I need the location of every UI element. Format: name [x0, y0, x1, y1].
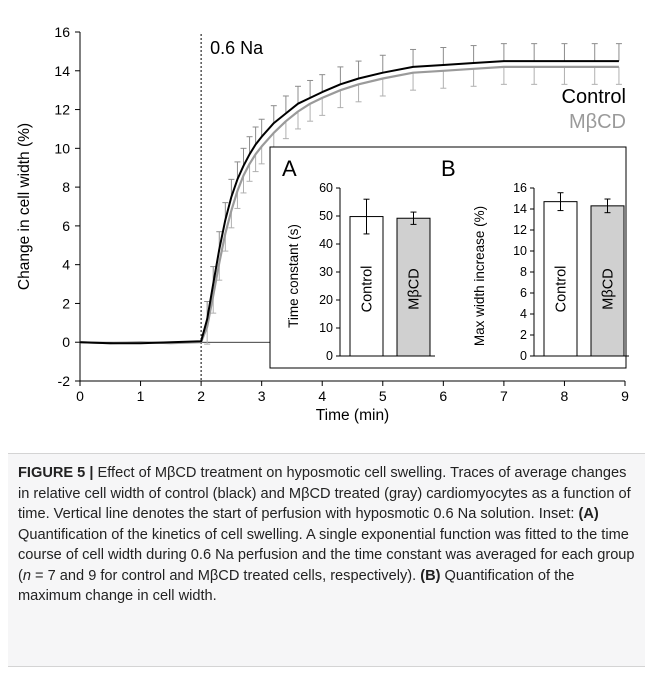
caption-text-4: Quantification of the maximum change in …	[18, 567, 575, 605]
legend-mbcd: MβCD	[569, 111, 626, 133]
inset-y-tick-label: 2	[520, 328, 527, 342]
inset-y-tick-label: 30	[319, 265, 333, 279]
inset-bar-control	[349, 216, 384, 357]
x-tick-label: 3	[258, 388, 266, 404]
x-tick-label: 1	[137, 388, 145, 404]
caption-n: n	[22, 567, 31, 584]
series-line-mbcd	[79, 65, 619, 345]
y-tick-label: 8	[62, 179, 70, 195]
inset-y-axis-label: Max width increase (%)	[472, 206, 487, 346]
caption-label-b: (B)	[420, 567, 441, 584]
inset-y-tick-label: 40	[319, 237, 333, 251]
inset-y-tick-label: 12	[513, 223, 527, 237]
inset-y-tick-label: 0	[326, 349, 333, 363]
y-tick-label: 10	[54, 140, 70, 156]
inset-y-axis-label: Time constant (s)	[286, 224, 301, 328]
y-tick-label: -2	[58, 373, 71, 389]
caption-figure-label: FIGURE 5 |	[18, 465, 94, 481]
caption-text-3: = 7 and 9 for control and MβCD treated c…	[31, 567, 421, 584]
inset-y-tick-label: 6	[520, 286, 527, 300]
x-tick-label: 8	[561, 388, 569, 404]
inset-bar-mbcd	[590, 205, 625, 357]
inset-y-tick-label: 20	[319, 293, 333, 307]
inset-y-tick-label: 4	[520, 307, 527, 321]
caption-text-2: Quantification of the kinetics of cell s…	[18, 526, 635, 584]
error-bars-mbcd	[204, 66, 622, 345]
inset-panel-label: A	[282, 156, 297, 181]
y-tick-label: 6	[62, 218, 70, 234]
series-line-control	[79, 60, 619, 345]
inset-y-tick-label: 0	[520, 349, 527, 363]
inset-y-tick-label: 8	[520, 265, 527, 279]
inset-y-tick-label: 50	[319, 209, 333, 223]
legend-control: Control	[562, 86, 626, 108]
inset-bar-label: MβCD	[407, 268, 423, 309]
x-tick-label: 9	[621, 388, 629, 404]
x-tick-label: 6	[439, 388, 447, 404]
x-tick-label: 5	[379, 388, 387, 404]
x-tick-label: 2	[197, 388, 205, 404]
x-axis-label: Time (min)	[316, 407, 389, 424]
annotation-0.6na: 0.6 Na	[210, 38, 264, 58]
y-tick-label: 14	[54, 63, 70, 79]
inset-y-tick-label: 14	[513, 202, 527, 216]
inset-panel-label: B	[441, 156, 456, 181]
y-tick-label: 16	[54, 24, 70, 40]
caption-text-1: Effect of MβCD treatment on hyposmotic c…	[18, 465, 631, 522]
inset-y-tick-label: 10	[319, 321, 333, 335]
inset-bar-label: Control	[554, 266, 570, 313]
inset-bar-mbcd	[396, 217, 431, 357]
inset-y-tick-label: 60	[319, 181, 333, 195]
inset-bar-label: Control	[360, 266, 376, 313]
inset-b: B 0 2 4 6 8 10 12 14 16 Max width increase (%) Cont…	[441, 156, 629, 363]
inset-bar-control	[543, 201, 578, 357]
x-tick-label: 7	[500, 388, 508, 404]
y-tick-label: 2	[62, 295, 70, 311]
inset-y-tick-label: 16	[513, 181, 527, 195]
inset-y-tick-label: 10	[513, 244, 527, 258]
y-tick-label: 0	[62, 334, 70, 350]
figure-caption: FIGURE 5 | Effect of MβCD treatment on h…	[8, 453, 645, 667]
inset-a: A 0 10 20 30 40 50 60 Time constant (s) Control Mβ…	[282, 156, 435, 363]
x-tick-label: 0	[76, 388, 84, 404]
y-tick-label: 12	[54, 102, 70, 118]
y-axis-label: Change in cell width (%)	[16, 123, 33, 290]
y-tick-label: 4	[62, 257, 70, 273]
inset-bar-label: MβCD	[601, 268, 617, 309]
x-tick-label: 4	[318, 388, 326, 404]
caption-label-a: (A)	[578, 506, 599, 522]
